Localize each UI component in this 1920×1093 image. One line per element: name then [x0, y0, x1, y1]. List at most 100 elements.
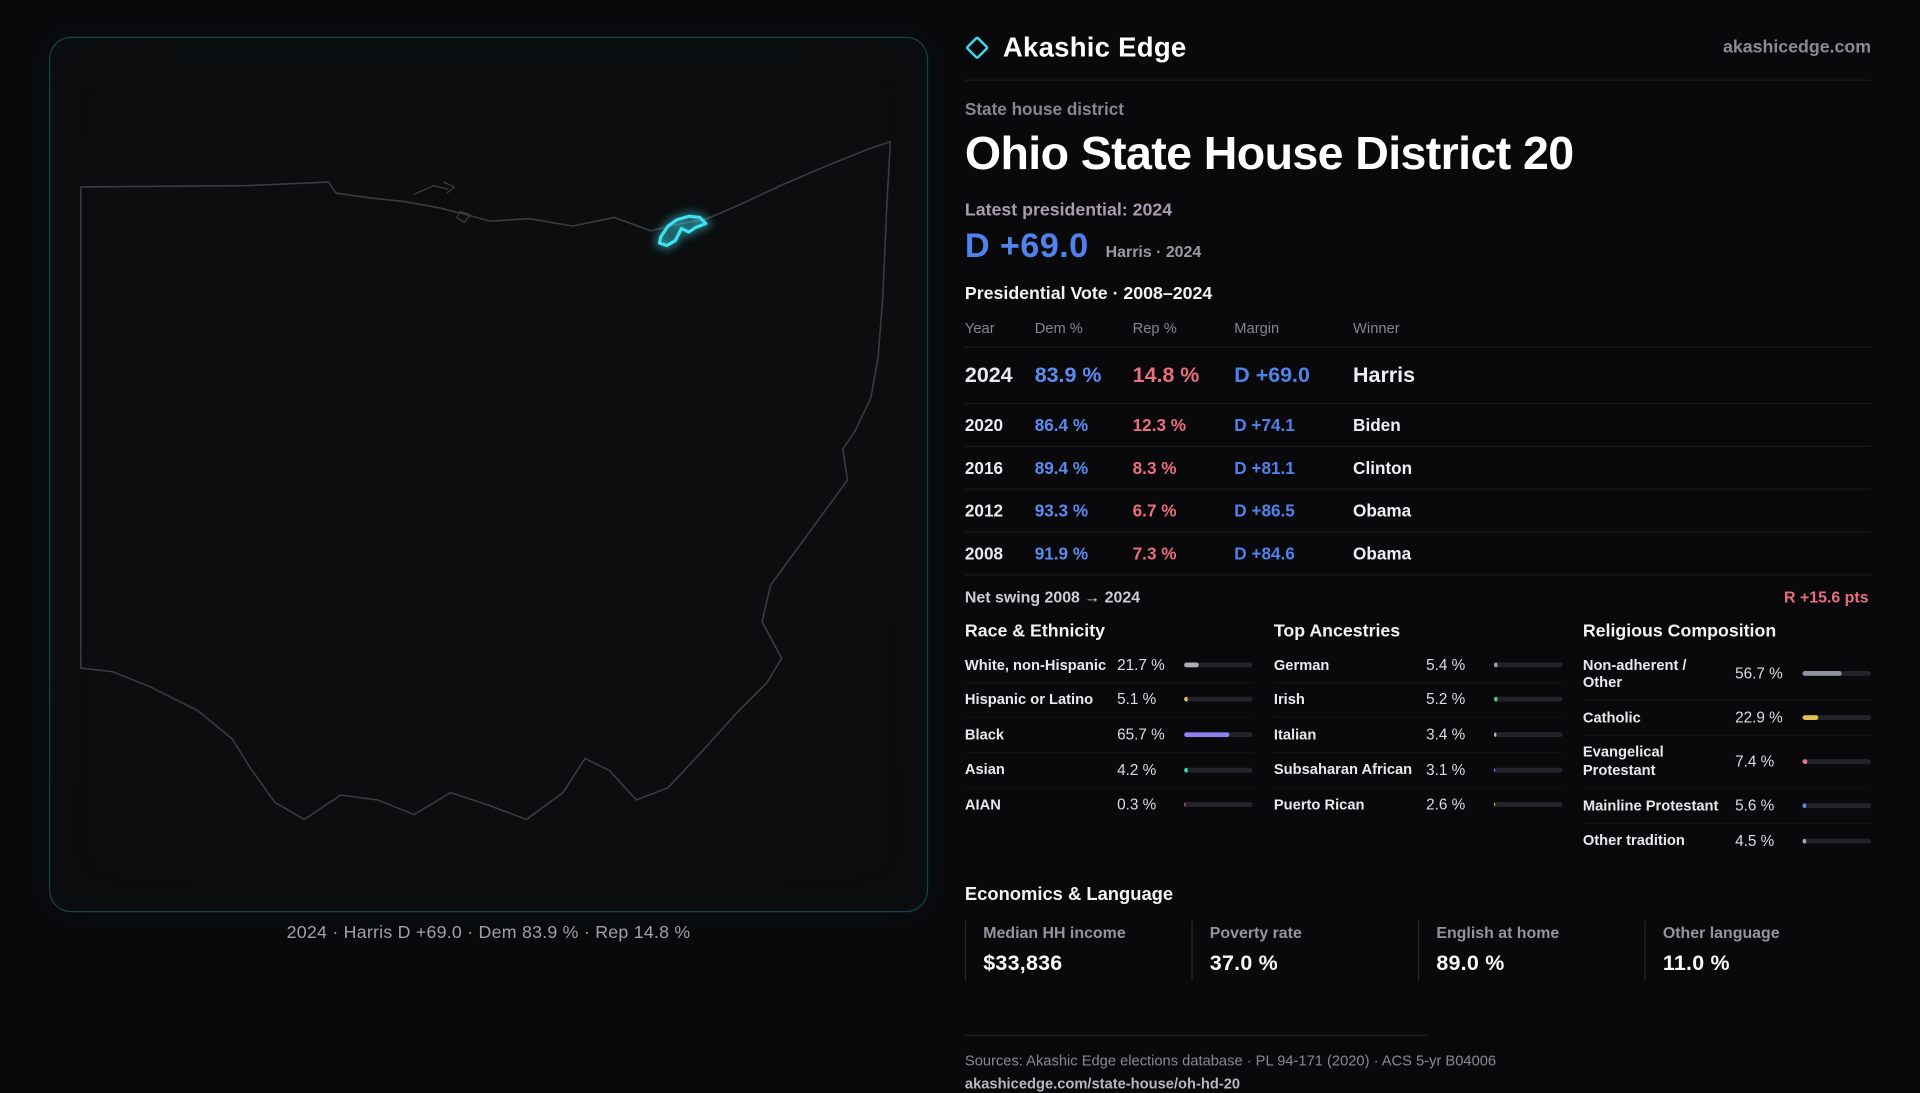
- dem-cell: 93.3 %: [1035, 501, 1133, 521]
- headline-sub: Harris · 2024: [1106, 242, 1202, 260]
- demo-row: Other tradition 4.5 %: [1583, 824, 1871, 858]
- demo-bar: [1493, 732, 1562, 737]
- footer-sources: Sources: Akashic Edge elections database…: [965, 1052, 1871, 1069]
- demo-bar: [1184, 662, 1253, 667]
- footer-permalink-link[interactable]: akashicedge.com/state-house/oh-hd-20: [965, 1076, 1871, 1093]
- demo-bar-fill: [1802, 671, 1841, 676]
- demo-bar: [1802, 803, 1871, 808]
- headline-margin: D +69.0: [965, 227, 1089, 266]
- winner-cell: Obama: [1353, 544, 1871, 564]
- demo-value: 65.7 %: [1117, 726, 1178, 743]
- demo-bar-fill: [1802, 759, 1807, 764]
- header: Akashic Edge akashicedge.com: [965, 32, 1871, 81]
- winner-cell: Obama: [1353, 501, 1871, 521]
- demo-bar-fill: [1184, 662, 1199, 667]
- content-column: Akashic Edge akashicedge.com State house…: [965, 32, 1871, 1093]
- demo-value: 22.9 %: [1735, 709, 1796, 726]
- economics-title: Economics & Language: [965, 885, 1871, 906]
- footer: Sources: Akashic Edge elections database…: [965, 1035, 1871, 1093]
- stat-value: $33,836: [983, 951, 1184, 977]
- religion-title: Religious Composition: [1583, 622, 1871, 642]
- ohio-state-outline: [81, 142, 891, 820]
- dem-cell: 89.4 %: [1035, 458, 1133, 478]
- winner-cell: Biden: [1353, 415, 1871, 435]
- year-cell: 2008: [965, 544, 1035, 564]
- demo-label: AIAN: [965, 796, 1111, 814]
- demo-bar: [1184, 802, 1253, 807]
- ancestry-section: Top Ancestries German 5.4 % Irish 5.2 % …: [1274, 622, 1562, 858]
- margin-cell: D +81.1: [1234, 458, 1353, 478]
- brand-name: Akashic Edge: [1003, 32, 1187, 64]
- footer-divider: [965, 1035, 1428, 1036]
- stat-poverty-rate: Poverty rate 37.0 %: [1191, 921, 1418, 981]
- year-cell: 2024: [965, 362, 1035, 388]
- demo-bar: [1493, 802, 1562, 807]
- demo-row: Hispanic or Latino 5.1 %: [965, 683, 1253, 718]
- demo-label: Other tradition: [1583, 832, 1729, 850]
- demo-bar: [1802, 759, 1871, 764]
- margin-cell: D +86.5: [1234, 501, 1353, 521]
- demo-label: Puerto Rican: [1274, 796, 1420, 814]
- brand-domain-link[interactable]: akashicedge.com: [1723, 38, 1871, 58]
- demo-value: 3.1 %: [1426, 761, 1487, 778]
- demo-row: German 5.4 %: [1274, 648, 1562, 683]
- vote-row-2008: 2008 91.9 % 7.3 % D +84.6 Obama: [965, 533, 1871, 576]
- latest-label: Latest presidential: 2024: [965, 201, 1871, 221]
- stat-label: Other language: [1663, 924, 1864, 942]
- demo-value: 5.1 %: [1117, 691, 1178, 708]
- demo-label: Mainline Protestant: [1583, 797, 1729, 815]
- demo-value: 2.6 %: [1426, 796, 1487, 813]
- demo-bar-fill: [1493, 767, 1495, 772]
- demo-bar: [1802, 838, 1871, 843]
- ancestry-title: Top Ancestries: [1274, 622, 1562, 642]
- race-section: Race & Ethnicity White, non-Hispanic 21.…: [965, 622, 1253, 858]
- demo-row: Catholic 22.9 %: [1583, 701, 1871, 736]
- stat-value: 11.0 %: [1663, 951, 1864, 977]
- demographics-grid: Race & Ethnicity White, non-Hispanic 21.…: [965, 622, 1871, 858]
- stat-other-language: Other language 11.0 %: [1644, 921, 1871, 981]
- demo-bar: [1184, 732, 1253, 737]
- stat-value: 89.0 %: [1436, 951, 1637, 977]
- demo-row: Asian 4.2 %: [965, 753, 1253, 788]
- demo-bar: [1802, 715, 1871, 720]
- demo-bar: [1802, 671, 1871, 676]
- stat-english-at-home: English at home 89.0 %: [1418, 921, 1645, 981]
- economics-stats: Median HH income $33,836 Poverty rate 37…: [965, 921, 1871, 981]
- map-panel: [49, 37, 928, 913]
- margin-cell: D +84.6: [1234, 544, 1353, 564]
- demo-value: 0.3 %: [1117, 796, 1178, 813]
- demo-label: Evangelical Protestant: [1583, 744, 1729, 780]
- dem-cell: 86.4 %: [1035, 415, 1133, 435]
- demo-value: 7.4 %: [1735, 753, 1796, 770]
- demo-bar: [1493, 767, 1562, 772]
- col-year: Year: [965, 320, 1035, 337]
- demo-label: German: [1274, 656, 1420, 674]
- demo-label: Asian: [965, 761, 1111, 779]
- vote-row-2024: 2024 83.9 % 14.8 % D +69.0 Harris: [965, 348, 1871, 404]
- demo-row: Non-adherent / Other 56.7 %: [1583, 648, 1871, 701]
- demo-bar-fill: [1184, 697, 1187, 702]
- winner-cell: Clinton: [1353, 458, 1871, 478]
- demo-value: 3.4 %: [1426, 726, 1487, 743]
- stat-label: Median HH income: [983, 924, 1184, 942]
- demo-bar-fill: [1802, 803, 1806, 808]
- demo-row: Black 65.7 %: [965, 718, 1253, 753]
- demo-label: Subsaharan African: [1274, 761, 1420, 779]
- demo-bar-fill: [1493, 662, 1497, 667]
- demo-value: 4.2 %: [1117, 761, 1178, 778]
- margin-cell: D +74.1: [1234, 415, 1353, 435]
- demo-bar-fill: [1493, 732, 1495, 737]
- vote-table: Year Dem % Rep % Margin Winner 2024 83.9…: [965, 312, 1871, 575]
- net-swing-label: Net swing 2008 → 2024: [965, 588, 1140, 606]
- col-winner: Winner: [1353, 320, 1871, 337]
- religion-section: Religious Composition Non-adherent / Oth…: [1583, 622, 1871, 858]
- demo-bar: [1184, 767, 1253, 772]
- demo-label: Black: [965, 726, 1111, 744]
- demo-bar-fill: [1184, 767, 1187, 772]
- demo-bar: [1493, 662, 1562, 667]
- stat-median-hh-income: Median HH income $33,836: [965, 921, 1192, 981]
- kicker: State house district: [965, 99, 1871, 119]
- demo-value: 21.7 %: [1117, 656, 1178, 673]
- demo-label: Catholic: [1583, 709, 1729, 727]
